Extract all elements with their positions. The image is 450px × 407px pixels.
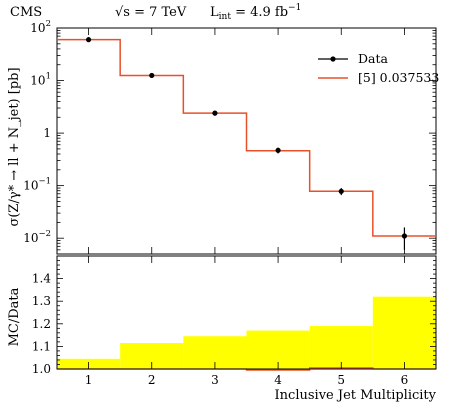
- legend-data-label: Data: [358, 51, 388, 66]
- main-panel: 102 101 1 10−1 10−2 Data [5] 0.037533: [23, 19, 439, 255]
- data-point: [149, 72, 155, 79]
- data-point: [338, 188, 344, 194]
- ratio-band-bin: [372, 296, 436, 369]
- main-y-tick-label: 10−2: [23, 229, 51, 245]
- main-y-tick-label: 101: [30, 72, 51, 88]
- ratio-y-tick-label: 1.3: [32, 294, 51, 308]
- x-tick-label: 2: [148, 373, 156, 387]
- data-point: [85, 37, 92, 43]
- main-y-tick-label: 1: [43, 126, 51, 140]
- data-point: [401, 233, 408, 239]
- main-y-axis-label: σ(Z/γ* → ll + N_jet) [pb]: [7, 67, 22, 226]
- x-tick-label: 5: [337, 373, 345, 387]
- energy-label: √s = 7 TeV: [115, 5, 187, 20]
- legend-data-marker: [330, 56, 336, 62]
- ratio-panel: 1.0 1.1 1.2 1.3 1.4 1 2 3 4 5 6: [32, 255, 437, 387]
- ratio-y-tick-label: 1.4: [32, 272, 51, 286]
- experiment-label: CMS: [10, 5, 42, 20]
- legend-mc-label: [5] 0.037533: [358, 70, 439, 85]
- x-tick-label: 4: [274, 373, 282, 387]
- x-axis-label: Inclusive Jet Multiplicity: [275, 388, 437, 403]
- ratio-y-tick-label: 1.2: [32, 317, 51, 331]
- x-tick-label: 3: [211, 373, 219, 387]
- ratio-frame: [56, 255, 437, 370]
- ratio-y-tick-label: 1.0: [32, 362, 51, 376]
- luminosity-label: Lint = 4.9 fb−1: [210, 3, 301, 22]
- ratio-band-bin: [309, 326, 373, 369]
- x-tick-label: 1: [85, 373, 93, 387]
- legend: Data [5] 0.037533: [318, 51, 439, 85]
- ratio-y-tick-label: 1.1: [32, 339, 51, 353]
- main-y-tick-label: 10−1: [23, 177, 51, 193]
- main-y-tick-label: 102: [30, 19, 51, 35]
- mc-histogram: [57, 38, 436, 237]
- data-point: [212, 110, 218, 116]
- data-point: [275, 147, 281, 153]
- x-tick-label: 6: [401, 373, 409, 387]
- ratio-y-axis-label: MC/Data: [7, 287, 22, 346]
